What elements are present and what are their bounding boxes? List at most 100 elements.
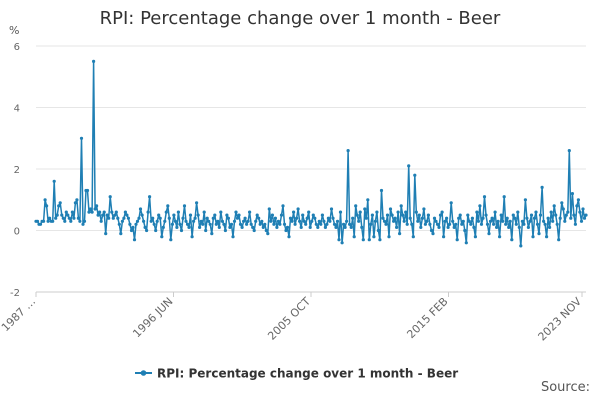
data-point[interactable] xyxy=(426,213,430,217)
data-point[interactable] xyxy=(425,219,429,223)
data-point[interactable] xyxy=(135,219,140,223)
data-point[interactable] xyxy=(452,225,456,229)
data-point[interactable] xyxy=(408,216,412,220)
data-point[interactable] xyxy=(387,235,391,239)
data-point[interactable] xyxy=(99,219,103,223)
data-point[interactable] xyxy=(361,238,365,242)
data-point[interactable] xyxy=(554,213,558,217)
data-point[interactable] xyxy=(179,228,184,233)
data-point[interactable] xyxy=(96,213,100,217)
data-point[interactable] xyxy=(495,225,499,229)
data-point[interactable] xyxy=(43,198,47,202)
data-point[interactable] xyxy=(223,228,227,233)
data-point[interactable] xyxy=(252,228,256,233)
data-point[interactable] xyxy=(75,198,79,202)
data-point[interactable] xyxy=(110,210,114,214)
data-point[interactable] xyxy=(463,228,467,233)
data-point[interactable] xyxy=(560,201,564,205)
data-point[interactable] xyxy=(61,216,65,220)
data-point[interactable] xyxy=(88,207,93,211)
data-point[interactable] xyxy=(260,219,264,223)
data-point[interactable] xyxy=(73,201,77,205)
data-point[interactable] xyxy=(449,201,453,205)
data-point[interactable] xyxy=(234,210,238,214)
data-point[interactable] xyxy=(222,222,226,226)
data-point[interactable] xyxy=(308,225,312,229)
data-point[interactable] xyxy=(522,222,526,226)
data-point[interactable] xyxy=(123,210,127,214)
data-point[interactable] xyxy=(69,219,73,223)
data-point[interactable] xyxy=(545,235,549,239)
data-point[interactable] xyxy=(240,225,244,229)
data-point[interactable] xyxy=(182,204,187,208)
data-point[interactable] xyxy=(266,232,270,236)
data-point[interactable] xyxy=(316,225,320,229)
data-point[interactable] xyxy=(248,210,252,214)
data-point[interactable] xyxy=(128,222,132,226)
data-point[interactable] xyxy=(95,204,99,208)
data-point[interactable] xyxy=(35,219,40,223)
data-point[interactable] xyxy=(542,219,546,223)
data-point[interactable] xyxy=(255,213,259,217)
data-point[interactable] xyxy=(111,216,115,220)
data-point[interactable] xyxy=(63,219,67,223)
data-point[interactable] xyxy=(523,198,528,202)
data-point[interactable] xyxy=(423,222,427,226)
data-point[interactable] xyxy=(87,210,91,214)
data-point[interactable] xyxy=(249,222,253,226)
data-point[interactable] xyxy=(60,213,64,217)
data-point[interactable] xyxy=(202,210,206,214)
data-point[interactable] xyxy=(151,216,155,220)
data-point[interactable] xyxy=(476,219,480,223)
data-point[interactable] xyxy=(467,219,471,223)
data-point[interactable] xyxy=(243,216,247,220)
data-point[interactable] xyxy=(331,216,335,220)
data-point[interactable] xyxy=(399,204,403,208)
data-point[interactable] xyxy=(238,222,243,226)
data-point[interactable] xyxy=(138,207,143,211)
data-point[interactable] xyxy=(384,222,388,226)
data-point[interactable] xyxy=(340,241,344,245)
data-point[interactable] xyxy=(193,216,197,220)
data-point[interactable] xyxy=(549,210,553,214)
data-point[interactable] xyxy=(143,225,147,229)
data-point[interactable] xyxy=(163,219,167,223)
data-point[interactable] xyxy=(272,222,276,226)
data-point[interactable] xyxy=(514,222,518,226)
data-point[interactable] xyxy=(337,238,341,242)
data-point[interactable] xyxy=(225,213,229,217)
data-point[interactable] xyxy=(201,222,205,226)
data-point[interactable] xyxy=(196,213,200,217)
data-point[interactable] xyxy=(345,219,349,223)
data-point[interactable] xyxy=(66,213,70,217)
data-point[interactable] xyxy=(207,219,211,223)
data-point[interactable] xyxy=(546,216,550,220)
data-point[interactable] xyxy=(466,213,470,217)
data-point[interactable] xyxy=(543,222,547,226)
data-point[interactable] xyxy=(379,188,384,193)
data-point[interactable] xyxy=(292,210,296,214)
data-point[interactable] xyxy=(317,219,321,223)
data-point[interactable] xyxy=(323,225,327,229)
data-point[interactable] xyxy=(372,235,376,239)
data-point[interactable] xyxy=(64,210,68,214)
data-point[interactable] xyxy=(142,219,146,223)
data-point[interactable] xyxy=(108,195,112,199)
data-point[interactable] xyxy=(122,216,126,220)
data-point[interactable] xyxy=(529,213,534,217)
data-point[interactable] xyxy=(246,219,250,223)
data-point[interactable] xyxy=(52,179,56,183)
data-point[interactable] xyxy=(369,222,373,226)
data-point[interactable] xyxy=(55,213,59,217)
data-point[interactable] xyxy=(440,210,444,214)
data-point[interactable] xyxy=(275,225,279,229)
data-point[interactable] xyxy=(81,222,85,226)
data-point[interactable] xyxy=(70,210,74,214)
data-point[interactable] xyxy=(481,216,485,220)
data-point[interactable] xyxy=(92,59,96,64)
data-point[interactable] xyxy=(519,244,523,248)
data-point[interactable] xyxy=(348,222,352,226)
data-point[interactable] xyxy=(358,210,362,214)
data-point[interactable] xyxy=(58,201,62,205)
data-point[interactable] xyxy=(540,185,544,189)
